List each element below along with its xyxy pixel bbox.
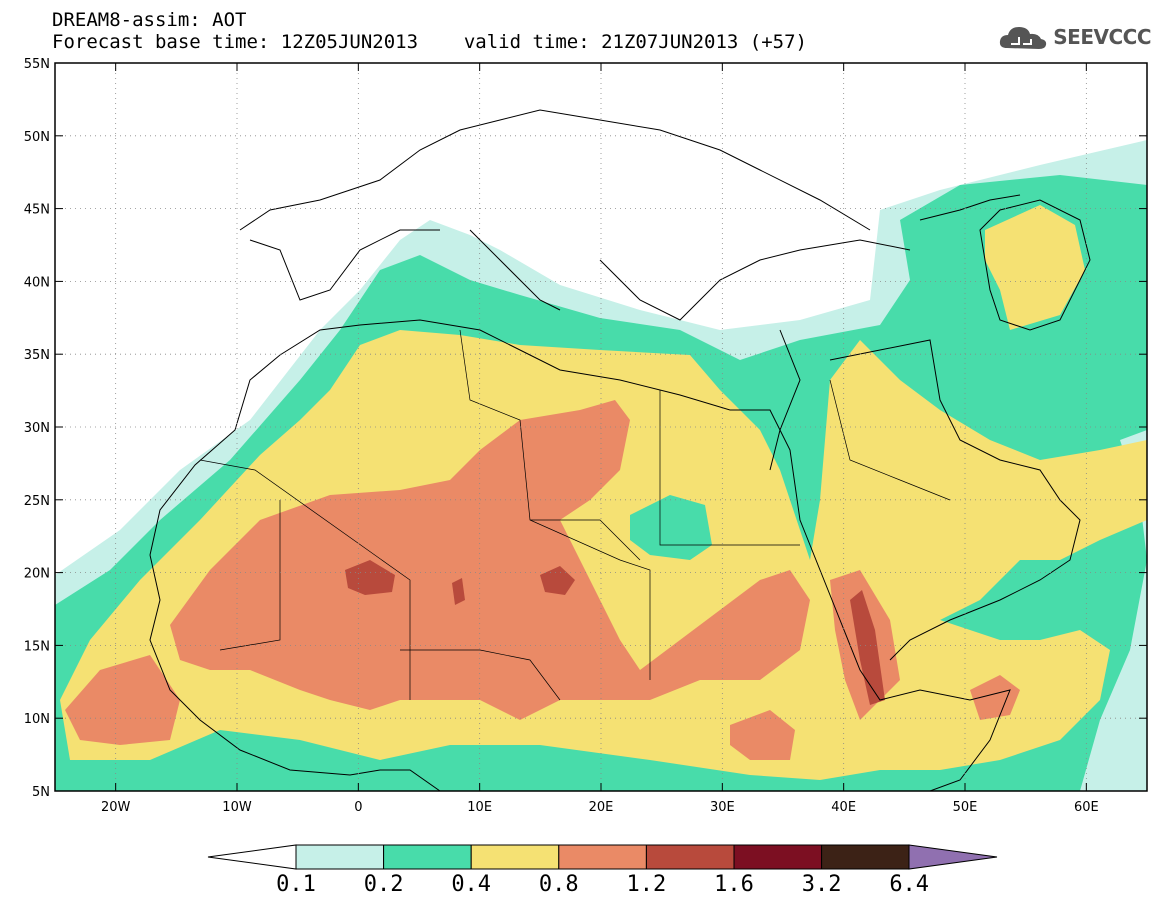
lon-tick-label: 60E (1074, 800, 1099, 815)
lon-tick-label: 20E (589, 800, 614, 815)
colorbar-swatch (821, 844, 910, 870)
lat-tick-label: 20N (24, 567, 50, 582)
lat-tick-label: 15N (24, 639, 50, 654)
coastline-africa (149, 319, 1011, 791)
colorbar-label: 0.4 (451, 872, 492, 897)
coastline-caspian (979, 199, 1091, 331)
colorbar-swatch (645, 844, 735, 870)
aot-contour-1.2 (345, 560, 395, 595)
colorbar (207, 844, 998, 870)
colorbar-label: 1.6 (714, 872, 754, 897)
lat-tick-label: 30N (24, 421, 50, 436)
logo-text: SEEVCCC (1053, 25, 1151, 49)
lon-tick-label: 10E (467, 800, 492, 815)
colorbar-low-arrow (207, 844, 297, 870)
lat-tick-label: 40N (24, 275, 50, 290)
lat-tick-label: 55N (24, 57, 50, 72)
lat-tick-label: 5N (32, 785, 50, 800)
lon-tick-label: 10W (222, 800, 252, 815)
lon-tick-label: 50E (953, 800, 978, 815)
lon-tick-label: 0 (354, 800, 362, 815)
base-time: Forecast base time: 12Z05JUN2013 (52, 31, 419, 53)
colorbar-swatch (383, 844, 472, 870)
lon-tick-label: 30E (710, 800, 735, 815)
colorbar-label: 1.2 (626, 872, 667, 897)
colorbar-label: 0.8 (538, 872, 579, 897)
lat-tick-label: 50N (24, 130, 50, 145)
map-title: DREAM8-assim: AOT (52, 9, 247, 31)
colorbar-swatch (733, 844, 823, 870)
lon-tick-label: 20W (101, 800, 131, 815)
colorbar-high-arrow (908, 844, 998, 870)
seevccc-logo: SEEVCCC (997, 22, 1151, 52)
colorbar-label: 0.1 (276, 872, 316, 897)
lat-tick-label: 10N (24, 712, 50, 727)
forecast-times: Forecast base time: 12Z05JUN2013 valid t… (52, 31, 807, 53)
coastline-europe (239, 109, 871, 231)
lat-tick-label: 35N (24, 348, 50, 363)
cloud-icon (1000, 27, 1047, 49)
lon-tick-label: 40E (831, 800, 856, 815)
colorbar-label: 6.4 (889, 872, 930, 897)
colorbar-swatch (470, 844, 560, 870)
colorbar-swatch (558, 844, 647, 870)
colorbar-swatch (295, 844, 385, 870)
lat-tick-label: 25N (24, 494, 50, 509)
lat-tick-label: 45N (24, 203, 50, 218)
valid-time: valid time: 21Z07JUN2013 (+57) (463, 31, 807, 53)
colorbar-label: 0.2 (363, 872, 404, 897)
aot-contour-0.8 (170, 400, 810, 720)
colorbar-label: 3.2 (801, 872, 842, 897)
